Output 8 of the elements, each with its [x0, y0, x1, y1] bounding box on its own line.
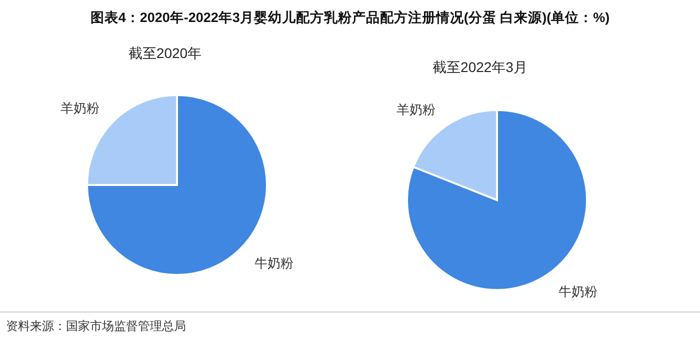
slice-label: 牛奶粉: [558, 284, 598, 299]
text: 图表4：2020年-2022年3月婴幼儿配方乳粉产品配方注册情况(分蛋 白来源)(单位：%): [90, 9, 610, 25]
text: 资料来源：国家市场监督管理总局: [6, 319, 186, 333]
slice-label: 牛奶粉: [254, 256, 294, 271]
slice-label: 羊奶粉: [60, 100, 100, 116]
slice-label: 羊奶粉: [396, 102, 436, 118]
chart-subtitle: 截至2022年3月: [432, 59, 528, 75]
chart-subtitle: 截至2020年: [128, 45, 202, 61]
